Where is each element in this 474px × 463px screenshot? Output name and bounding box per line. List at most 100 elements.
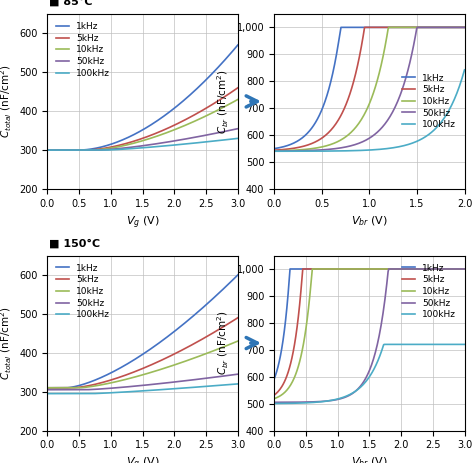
100kHz [384,342,390,347]
100kHz [45,147,51,153]
5kHz [45,385,51,391]
5kHz [157,129,163,134]
Line: 1kHz: 1kHz [47,45,238,150]
100kHz [384,146,390,151]
100kHz [158,387,164,393]
10kHz [158,367,164,372]
50kHz [445,266,450,272]
50kHz [432,25,438,30]
1kHz [385,25,391,30]
Y-axis label: $C_{br}$ (nF/cm$^2$): $C_{br}$ (nF/cm$^2$) [216,69,231,134]
1kHz [157,339,163,345]
10kHz [432,25,438,30]
1kHz [287,266,293,272]
100kHz [271,401,277,407]
100kHz [444,112,449,117]
5kHz [384,266,390,272]
100kHz [388,145,393,151]
50kHz [384,119,390,124]
50kHz [45,387,50,393]
50kHz [386,266,392,272]
50kHz [205,375,211,381]
50kHz [157,381,163,386]
Line: 100kHz: 100kHz [274,344,465,404]
5kHz [161,127,167,133]
5kHz [161,356,167,362]
1kHz [45,385,51,391]
1kHz [384,266,390,272]
5kHz [384,25,390,30]
1kHz [271,376,277,382]
1kHz [388,25,394,30]
Line: 100kHz: 100kHz [47,384,238,394]
1kHz [432,25,438,30]
1kHz [432,266,438,272]
1kHz [158,116,164,121]
1kHz [205,300,211,306]
10kHz [158,132,164,138]
X-axis label: $V_{br}$ (V): $V_{br}$ (V) [351,456,388,463]
50kHz [271,400,277,405]
100kHz [445,342,450,347]
100kHz [158,144,164,149]
5kHz [235,315,241,320]
10kHz [235,97,241,102]
50kHz [445,25,450,30]
Legend: 1kHz, 5kHz, 10kHz, 50kHz, 100kHz: 1kHz, 5kHz, 10kHz, 50kHz, 100kHz [52,19,114,81]
100kHz [161,387,167,392]
100kHz [382,342,387,347]
10kHz [272,396,278,401]
50kHz [415,25,420,30]
1kHz [445,266,450,272]
5kHz [205,104,211,110]
100kHz [462,342,467,347]
50kHz [45,387,51,393]
50kHz [432,266,438,272]
1kHz [45,147,50,153]
50kHz [45,147,50,153]
100kHz [217,382,223,388]
50kHz [462,266,467,272]
5kHz [157,358,163,363]
1kHz [45,147,51,153]
10kHz [45,147,51,153]
10kHz [272,148,278,154]
10kHz [384,34,390,39]
10kHz [384,266,390,272]
1kHz [217,63,223,68]
X-axis label: $V_{br}$ (V): $V_{br}$ (V) [351,214,388,228]
Line: 1kHz: 1kHz [274,269,465,379]
5kHz [158,358,164,363]
10kHz [217,345,223,351]
50kHz [217,374,223,379]
100kHz [157,144,163,149]
1kHz [158,339,164,344]
10kHz [462,25,467,30]
50kHz [271,148,277,154]
5kHz [388,266,394,272]
1kHz [45,385,50,391]
50kHz [158,140,164,146]
100kHz [217,138,223,143]
100kHz [235,381,241,387]
10kHz [385,266,391,272]
100kHz [235,136,241,141]
50kHz [157,140,163,146]
5kHz [158,129,164,134]
Legend: 1kHz, 5kHz, 10kHz, 50kHz, 100kHz: 1kHz, 5kHz, 10kHz, 50kHz, 100kHz [52,260,114,323]
100kHz [272,401,278,407]
50kHz [205,132,211,138]
5kHz [388,25,394,30]
50kHz [384,118,390,123]
Line: 5kHz: 5kHz [47,88,238,150]
10kHz [45,385,50,391]
10kHz [271,396,277,401]
Line: 5kHz: 5kHz [274,269,465,395]
1kHz [338,25,344,30]
Line: 1kHz: 1kHz [47,275,238,388]
Legend: 1kHz, 5kHz, 10kHz, 50kHz, 100kHz: 1kHz, 5kHz, 10kHz, 50kHz, 100kHz [398,70,460,133]
Line: 10kHz: 10kHz [274,27,465,151]
5kHz [272,392,278,397]
5kHz [235,85,241,91]
100kHz [272,149,278,154]
